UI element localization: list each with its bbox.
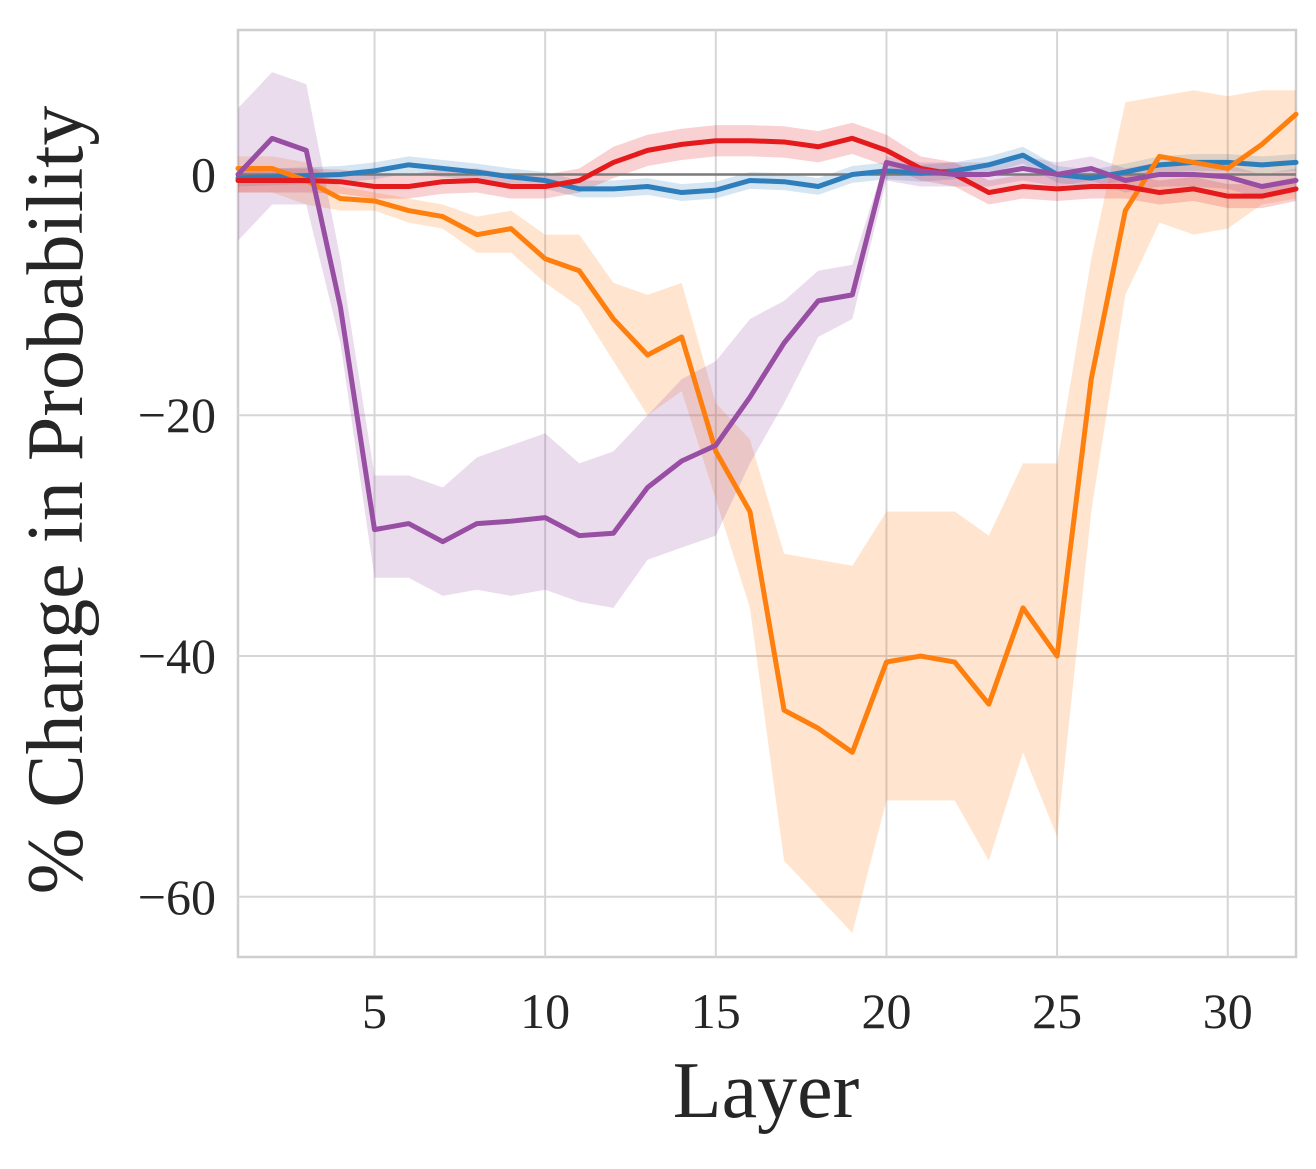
series-line-purple xyxy=(235,135,1299,545)
series-line-red xyxy=(235,135,1299,199)
x-tick-labels: 5 10 15 20 25 30 xyxy=(362,983,1253,1039)
x-tick-label: 25 xyxy=(1032,983,1082,1039)
x-tick-label: 10 xyxy=(520,983,570,1039)
y-tick-label: −20 xyxy=(138,387,216,443)
y-tick-labels: 0 −20 −40 −60 xyxy=(138,146,216,924)
x-tick-label: 15 xyxy=(691,983,741,1039)
y-tick-label: −40 xyxy=(138,628,216,684)
series-lines xyxy=(235,111,1299,755)
y-tick-label: −60 xyxy=(138,869,216,925)
band-purple xyxy=(238,72,1296,608)
series-line-blue xyxy=(235,152,1299,196)
x-tick-label: 20 xyxy=(861,983,911,1039)
band-orange xyxy=(238,90,1296,933)
y-axis-title: % Change in Probability xyxy=(12,106,100,895)
y-tick-label: 0 xyxy=(191,146,216,202)
series-line-orange xyxy=(235,111,1299,755)
x-axis-title: Layer xyxy=(673,1047,860,1135)
x-tick-label: 30 xyxy=(1203,983,1253,1039)
x-tick-label: 5 xyxy=(362,983,387,1039)
